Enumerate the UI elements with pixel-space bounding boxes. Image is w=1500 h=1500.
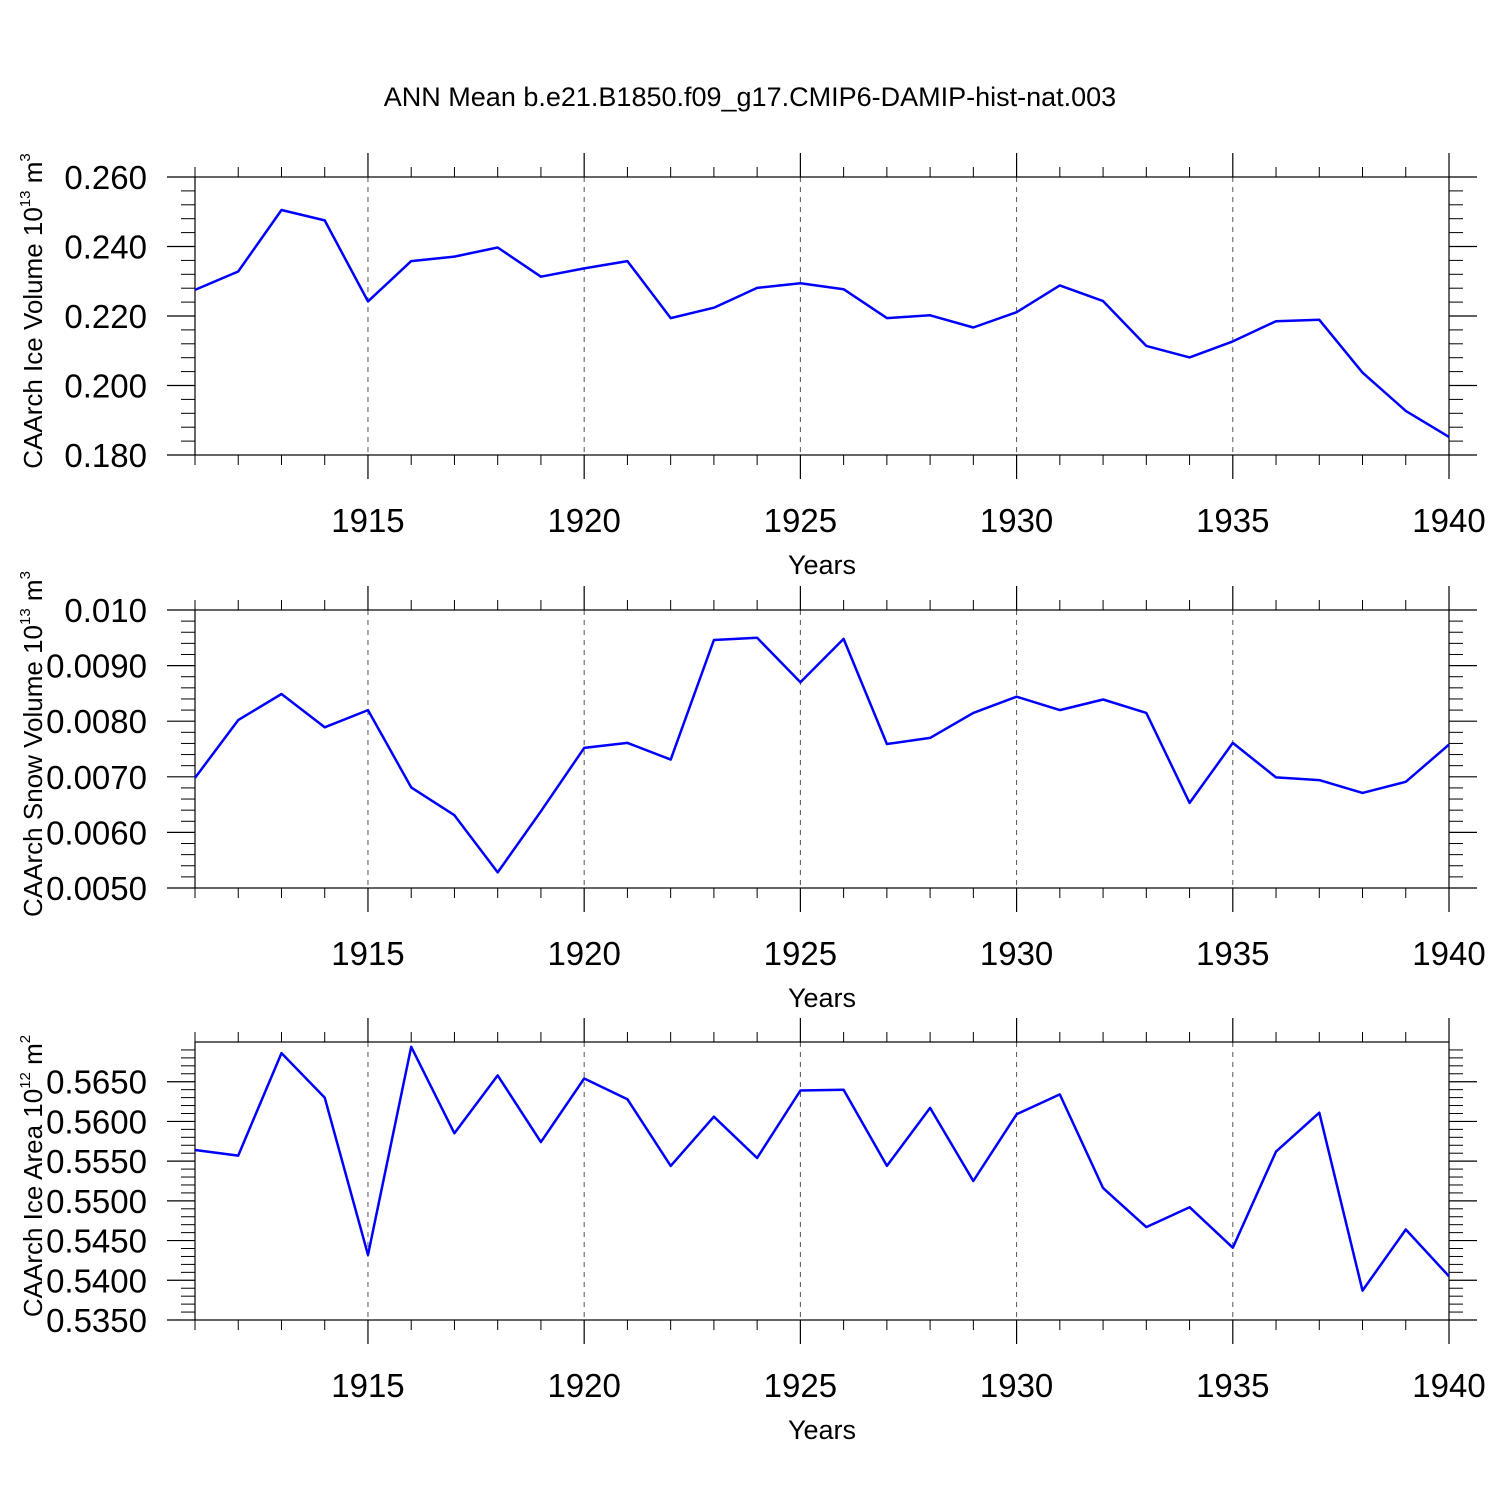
y-axis-label-ylabel-unit-exp: 3 [17, 571, 34, 579]
x-tick-label: 1925 [764, 935, 837, 972]
y-axis-label: CAArch Snow Volume 1013 m3 [6, 571, 48, 917]
plot-frame [194, 1041, 1450, 1321]
y-axis-label-ylabel-unit: m [18, 579, 48, 601]
x-tick-label: 1915 [331, 935, 404, 972]
x-tick-label: 1925 [764, 502, 837, 539]
y-tick-label: 0.200 [64, 368, 147, 405]
y-axis-label-ylabel-unit-exp: 2 [17, 1035, 34, 1043]
x-tick-label: 1920 [547, 935, 620, 972]
x-tick-label: 1920 [547, 502, 620, 539]
series-line [194, 1045, 1450, 1292]
chart-panel-2: 1915 1920 1925 1930 1935 1940 0.0050 0.0060 0.00… [6, 571, 1486, 1013]
x-tick-label: 1925 [764, 1367, 837, 1404]
x-tick-label: 1935 [1196, 502, 1269, 539]
y-axis-label: CAArch Ice Volume 1013 m3 [6, 153, 48, 469]
series-line [194, 208, 1450, 438]
x-axis-label: Years [788, 983, 856, 1013]
x-tick-label: 1935 [1196, 935, 1269, 972]
y-axis-label-ylabel: CAArch Snow Volume 10 [18, 625, 48, 917]
chart-panel-1: 1915 1920 1925 1930 1935 1940 0.180 0.200 0.220 0… [6, 153, 1486, 580]
x-tick-label: 1915 [331, 1367, 404, 1404]
x-tick-label: 1930 [980, 935, 1053, 972]
chart-panel-3: 1915 1920 1925 1930 1935 1940 0.53500.54000.54… [6, 1018, 1486, 1445]
x-tick-label: 1930 [980, 502, 1053, 539]
x-axis-label: Years [788, 550, 856, 580]
y-axis-label: CAArch Ice Area 1012 m2 [6, 1035, 48, 1317]
y-tick-label: 0.5450 [46, 1223, 147, 1260]
x-tick-label: 1935 [1196, 1367, 1269, 1404]
y-tick-label: 0.5600 [46, 1103, 147, 1140]
y-axis-label-ylabel: CAArch Ice Area 10 [18, 1089, 48, 1317]
plot-frame [194, 176, 1450, 456]
y-axis-label-ylabel-unit: m [18, 1043, 48, 1065]
y-tick-label: 0.0070 [46, 759, 147, 796]
chart-panels: 1915 1920 1925 1930 1935 1940 0.180 0.200 0.220 0… [6, 153, 1486, 1445]
y-tick-label: 0.5550 [46, 1143, 147, 1180]
y-tick-label: 0.0060 [46, 814, 147, 851]
y-tick-label: 0.5500 [46, 1183, 147, 1220]
figure-title: ANN Mean b.e21.B1850.f09_g17.CMIP6-DAMIP… [384, 82, 1116, 112]
series-line [193, 636, 1450, 874]
y-tick-label: 0.0050 [46, 870, 147, 907]
plot-frame [194, 609, 1450, 889]
x-tick-label: 1940 [1412, 502, 1485, 539]
x-tick-label: 1930 [980, 1367, 1053, 1404]
y-axis-label-ylabel: CAArch Ice Volume 10 [18, 207, 48, 469]
x-tick-label: 1920 [547, 1367, 620, 1404]
x-tick-label: 1940 [1412, 1367, 1485, 1404]
y-tick-label: 0.010 [64, 592, 147, 629]
x-tick-label: 1915 [331, 502, 404, 539]
y-axis-label-ylabel-exp: 13 [17, 190, 34, 207]
y-axis-label-ylabel-unit: m [18, 162, 48, 184]
y-tick-label: 0.0080 [46, 703, 147, 740]
y-axis-label-ylabel-unit-exp: 3 [17, 153, 34, 161]
x-tick-label: 1940 [1412, 935, 1485, 972]
y-tick-label: 0.0090 [46, 648, 147, 685]
y-axis-label-ylabel-exp: 12 [17, 1072, 34, 1089]
y-tick-label: 0.5350 [46, 1302, 147, 1339]
y-tick-label: 0.220 [64, 298, 147, 335]
x-axis-label: Years [788, 1415, 856, 1445]
y-tick-label: 0.5400 [46, 1262, 147, 1299]
y-tick-label: 0.180 [64, 437, 147, 474]
y-tick-label: 0.240 [64, 229, 147, 266]
y-tick-label: 0.260 [64, 159, 147, 196]
y-axis-label-ylabel-exp: 13 [17, 608, 34, 625]
y-tick-label: 0.5650 [46, 1064, 147, 1101]
